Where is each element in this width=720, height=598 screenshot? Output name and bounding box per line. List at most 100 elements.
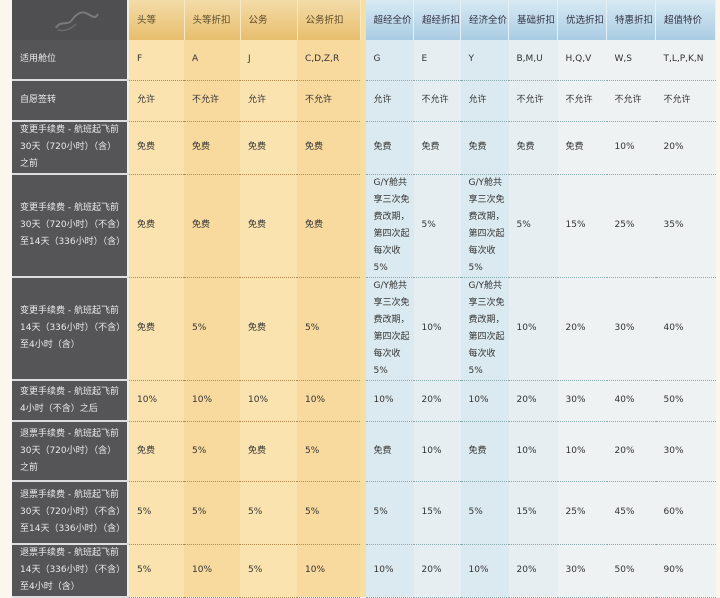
table-cell: 5%	[240, 544, 297, 598]
table-cell: 不允许	[184, 80, 240, 122]
table-cell: 免费	[240, 421, 297, 482]
section-divider	[360, 174, 366, 277]
table-cell: 免费	[557, 121, 607, 175]
table-cell: 5%	[297, 421, 360, 482]
table-cell: Y	[460, 40, 509, 81]
table-row: 退票手续费 - 航班起飞前14天（336小时）（不含）至4小时（含） 5% 10% 5…	[12, 544, 716, 598]
column-header: 头等折扣	[184, 0, 241, 40]
table-cell: 10%	[606, 121, 656, 175]
table-row: 变更手续费 - 航班起飞前14天（336小时）（不含）至4小时（含） 免费 5% 免费…	[12, 277, 716, 381]
column-header: 经济全价	[460, 0, 509, 40]
table-cell: 50%	[606, 544, 656, 598]
table-cell: 免费	[128, 121, 184, 175]
table-cell: 不允许	[297, 80, 360, 122]
table-cell: 20%	[508, 380, 558, 422]
table-row: 退票手续费 - 航班起飞前30天（720小时）（含）之前 免费 5% 免费 5% 免费 10…	[12, 421, 716, 482]
section-divider	[360, 481, 366, 544]
fare-rules-table-container: 头等 头等折扣 公务 公务折扣 超经全价 超经折扣 经济全价 基础折扣 优选折扣 特惠折扣 超值特价…	[12, 0, 716, 598]
table-cell: 10%	[184, 544, 240, 598]
table-cell: 允许	[240, 80, 297, 122]
section-divider	[360, 277, 366, 380]
table-cell: 允许	[128, 80, 184, 122]
table-cell: F	[128, 40, 184, 81]
table-cell: 免费	[508, 121, 558, 175]
table-cell: 10%	[365, 544, 414, 598]
table-cell: 5%	[297, 277, 360, 381]
table-cell: 免费	[128, 174, 184, 278]
column-header: 公务折扣	[297, 0, 361, 40]
table-cell: 20%	[508, 544, 558, 598]
table-cell: 免费	[184, 174, 240, 278]
table-cell: 5%	[128, 481, 184, 545]
table-cell: 10%	[557, 421, 607, 482]
table-cell: 免费	[365, 121, 414, 175]
table-cell: G/Y舱共享三次免费改期，第四次起每次收5%	[460, 277, 509, 381]
table-cell: H,Q,V	[557, 40, 607, 81]
table-cell: J	[240, 40, 297, 81]
header-row: 头等 头等折扣 公务 公务折扣 超经全价 超经折扣 经济全价 基础折扣 优选折扣 特惠折扣 超值特价	[12, 0, 716, 40]
column-header: 优选折扣	[557, 0, 607, 40]
row-label: 退票手续费 - 航班起飞前30天（720小时）（不含）至14天（336小时）（含…	[12, 481, 129, 545]
table-row: 变更手续费 - 航班起飞前4小时（不含）之后 10% 10% 10% 10% 10% 20%…	[12, 380, 716, 422]
table-cell: 不允许	[557, 80, 607, 122]
section-divider	[360, 80, 366, 121]
table-cell: 20%	[655, 121, 716, 175]
table-cell: 免费	[460, 121, 509, 175]
table-cell: 30%	[557, 380, 607, 422]
table-cell: 10%	[460, 544, 509, 598]
section-divider	[360, 0, 366, 40]
table-cell: 不允许	[655, 80, 716, 122]
table-cell: 10%	[297, 380, 360, 422]
table-cell: 15%	[413, 481, 461, 545]
table-row: 变更手续费 - 航班起飞前30天（720小时）（不含）至14天（336小时）（含…	[12, 174, 716, 278]
row-label: 退票手续费 - 航班起飞前30天（720小时）（含）之前	[12, 421, 129, 482]
table-cell: B,M,U	[508, 40, 558, 81]
column-header: 公务	[240, 0, 298, 40]
table-cell: G	[365, 40, 414, 81]
table-row: 适用舱位 F A J C,D,Z,R G E Y B,M,U H,Q,V W,S T,L,P,K,N	[12, 40, 716, 81]
table-cell: C,D,Z,R	[297, 40, 360, 81]
column-header: 基础折扣	[508, 0, 558, 40]
row-label: 退票手续费 - 航班起飞前14天（336小时）（不含）至4小时（含）	[12, 544, 129, 598]
table-cell: 90%	[655, 544, 716, 598]
table-cell: 5%	[184, 421, 240, 482]
table-cell: 10%	[413, 277, 461, 381]
row-label: 变更手续费 - 航班起飞前4小时（不含）之后	[12, 380, 129, 422]
table-cell: 免费	[460, 421, 509, 482]
table-cell: 免费	[297, 121, 360, 175]
table-cell: 不允许	[606, 80, 656, 122]
section-divider	[360, 40, 366, 80]
table-cell: 免费	[128, 277, 184, 381]
table-cell: 5%	[365, 481, 414, 545]
table-cell: 10%	[460, 380, 509, 422]
table-cell: 20%	[606, 421, 656, 482]
table-cell: 10%	[508, 421, 558, 482]
table-cell: 5%	[460, 481, 509, 545]
table-cell: 10%	[128, 380, 184, 422]
table-cell: 50%	[655, 380, 716, 422]
table-cell: 不允许	[508, 80, 558, 122]
section-divider	[360, 421, 366, 481]
table-cell: 免费	[365, 421, 414, 482]
table-cell: 20%	[413, 544, 461, 598]
table-cell: 10%	[413, 421, 461, 482]
table-cell: 35%	[655, 174, 716, 278]
table-cell: 允许	[365, 80, 414, 122]
table-cell: 免费	[413, 121, 461, 175]
table-cell: 20%	[557, 277, 607, 381]
table-cell: 免费	[240, 174, 297, 278]
table-row: 自愿签转 允许 不允许 允许 不允许 允许 不允许 允许 不允许 不允许 不允许 不允许	[12, 80, 716, 122]
table-cell: 允许	[460, 80, 509, 122]
table-cell: 10%	[297, 544, 360, 598]
table-cell: 10%	[508, 277, 558, 381]
table-cell: 免费	[184, 121, 240, 175]
cloud-swirl-icon	[55, 11, 99, 32]
table-cell: 40%	[606, 380, 656, 422]
table-cell: 免费	[240, 121, 297, 175]
table-cell: 5%	[297, 481, 360, 545]
table-cell: 10%	[240, 380, 297, 422]
table-cell: 30%	[557, 544, 607, 598]
table-cell: 5%	[240, 481, 297, 545]
section-divider	[360, 380, 366, 421]
table-cell: 15%	[508, 481, 558, 545]
